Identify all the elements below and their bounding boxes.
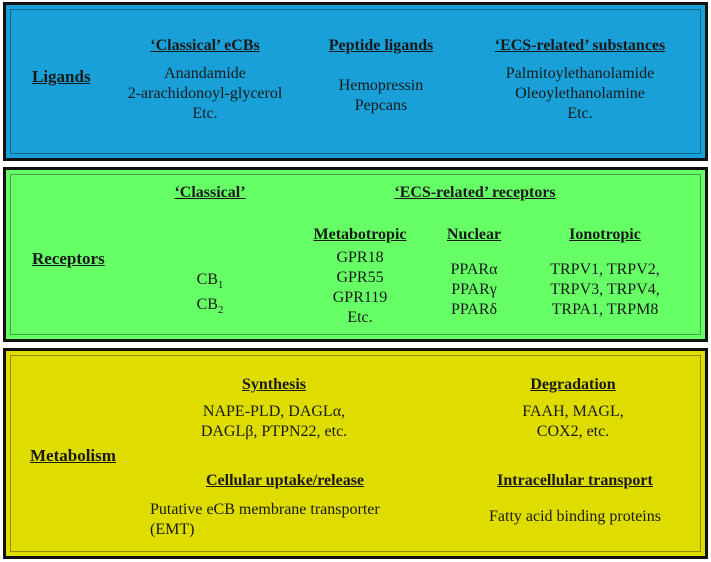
list-item: Palmitoylethanolamide	[505, 65, 655, 82]
ionotropic-list: TRPV1, TRPV2, TRPV3, TRPV4, TRPA1, TRPM8	[540, 260, 670, 320]
list-item: 2-arachidonoyl-glycerol	[127, 85, 283, 102]
intracellular-transport-list: Fatty acid binding proteins	[465, 507, 685, 527]
list-item: DAGLβ, PTPN22, etc.	[200, 423, 348, 440]
list-item: GPR55	[336, 269, 384, 286]
list-item: Putative eCB membrane transporter	[150, 501, 380, 518]
ecs-related-substances-list: Palmitoylethanolamide Oleoylethanolamine E…	[480, 64, 680, 124]
intracellular-transport-heading: Intracellular transport	[497, 472, 653, 489]
metabotropic-list: GPR18 GPR55 GPR119 Etc.	[300, 248, 420, 328]
list-item: COX2, etc.	[536, 423, 610, 440]
list-item: TRPV3, TRPV4,	[550, 281, 660, 298]
metabotropic-heading: Metabotropic	[313, 226, 407, 243]
classical-receptors-list: CB1 CB2	[170, 270, 250, 320]
ionotropic-heading: Ionotropic	[569, 226, 641, 243]
list-item: Fatty acid binding proteins	[489, 508, 661, 525]
cellular-uptake-heading: Cellular uptake/release	[205, 472, 365, 489]
metabolism-panel	[3, 348, 708, 559]
nuclear-heading: Nuclear	[446, 226, 502, 243]
peptide-ligands-heading: Peptide ligands	[328, 37, 434, 54]
metabolism-inner-frame	[10, 355, 701, 552]
list-item: Anandamide	[164, 65, 246, 82]
ligands-inner-frame	[10, 9, 701, 154]
ligands-label: Ligands	[32, 67, 91, 86]
list-item: PPARδ	[450, 301, 498, 318]
synthesis-list: NAPE-PLD, DAGLα, DAGLβ, PTPN22, etc.	[184, 402, 364, 442]
metabolism-label: Metabolism	[30, 446, 116, 465]
list-item: Oleoylethanolamine	[515, 85, 645, 102]
ecs-related-receptors-heading: ‘ECS-related’ receptors	[394, 184, 556, 201]
list-item: Etc.	[192, 105, 218, 122]
ligands-panel	[3, 2, 708, 161]
list-item: GPR18	[336, 249, 384, 266]
list-item: TRPV1, TRPV2,	[550, 261, 660, 278]
list-item: (EMT)	[150, 521, 195, 538]
receptors-inner-frame	[10, 174, 701, 335]
cb1-receptor: CB1	[196, 271, 224, 292]
list-item: PPARα	[450, 261, 498, 278]
peptide-ligands-list: Hemopressin Pepcans	[316, 76, 446, 116]
ecs-related-substances-heading: ‘ECS-related’ substances	[494, 37, 666, 54]
list-item: FAAH, MAGL,	[522, 403, 624, 420]
receptors-label: Receptors	[32, 249, 105, 268]
receptors-panel	[3, 167, 708, 342]
list-item: PPARγ	[451, 281, 497, 298]
synthesis-heading: Synthesis	[241, 376, 307, 393]
list-item: Pepcans	[354, 97, 408, 114]
nuclear-list: PPARα PPARγ PPARδ	[434, 260, 514, 320]
list-item: TRPA1, TRPM8	[551, 301, 659, 318]
classical-ecbs-heading: ‘Classical’ eCBs	[150, 37, 260, 54]
classical-receptors-heading: ‘Classical’	[174, 184, 246, 201]
cellular-uptake-list: Putative eCB membrane transporter (EMT)	[150, 500, 410, 540]
list-item: Hemopressin	[338, 77, 424, 94]
classical-ecbs-list: Anandamide 2-arachidonoyl-glycerol Etc.	[120, 64, 290, 124]
degradation-list: FAAH, MAGL, COX2, etc.	[513, 402, 633, 442]
cb2-receptor: CB2	[196, 296, 224, 317]
degradation-heading: Degradation	[530, 376, 616, 393]
list-item: GPR119	[332, 289, 388, 306]
list-item: NAPE-PLD, DAGLα,	[202, 403, 346, 420]
list-item: Etc.	[347, 309, 373, 326]
list-item: Etc.	[567, 105, 593, 122]
